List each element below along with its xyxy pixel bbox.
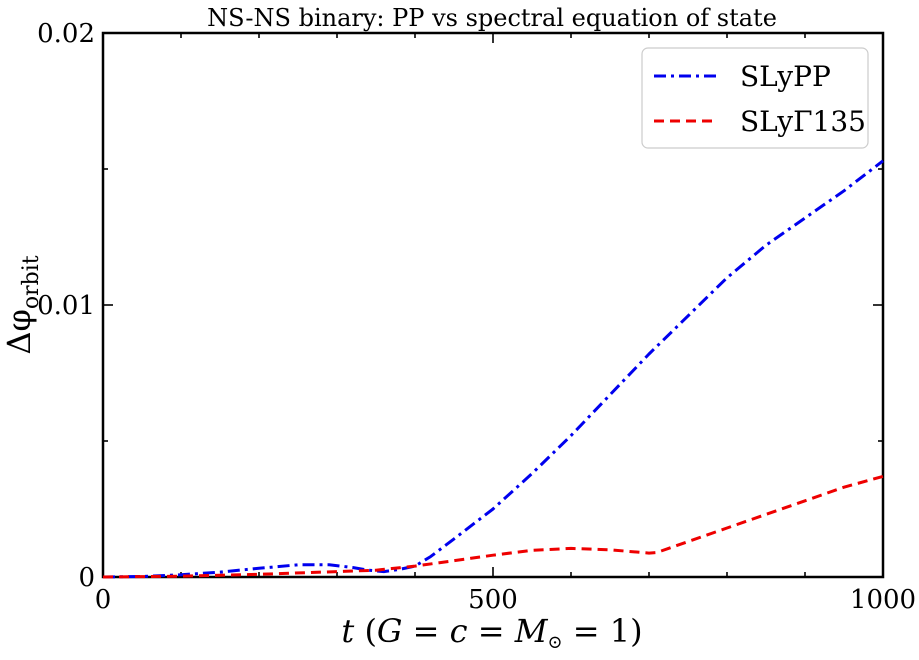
tick-labels: 0 500 1000 0 0.01 0.02 [37, 19, 916, 615]
x-tick-label: 1000 [850, 585, 916, 615]
x-axis-label: t (G = c = M⊙ = 1) [341, 612, 642, 653]
y-axis-label: Δφorbit [0, 255, 44, 354]
y-tick-label: 0.01 [37, 291, 95, 321]
legend-label-slypp: SLyPP [740, 60, 831, 93]
x-tick-label: 0 [95, 585, 112, 615]
legend-label-sly-gamma135: SLyΓ135 [740, 105, 866, 138]
series-line-1 [102, 474, 884, 579]
axes [101, 31, 885, 579]
plot-area [102, 159, 884, 579]
y-tick-label: 0 [78, 563, 95, 593]
y-axis-label-main: Δφ [0, 309, 38, 355]
series-line-0 [102, 159, 884, 579]
y-tick-label: 0.02 [37, 19, 95, 49]
legend-box [641, 47, 869, 149]
y-axis-label-sub: orbit [19, 255, 44, 309]
legend: SLyPP SLyΓ135 [641, 47, 869, 149]
x-tick-label: 500 [468, 585, 518, 615]
chart-title: NS-NS binary: PP vs spectral equation of… [207, 4, 777, 32]
